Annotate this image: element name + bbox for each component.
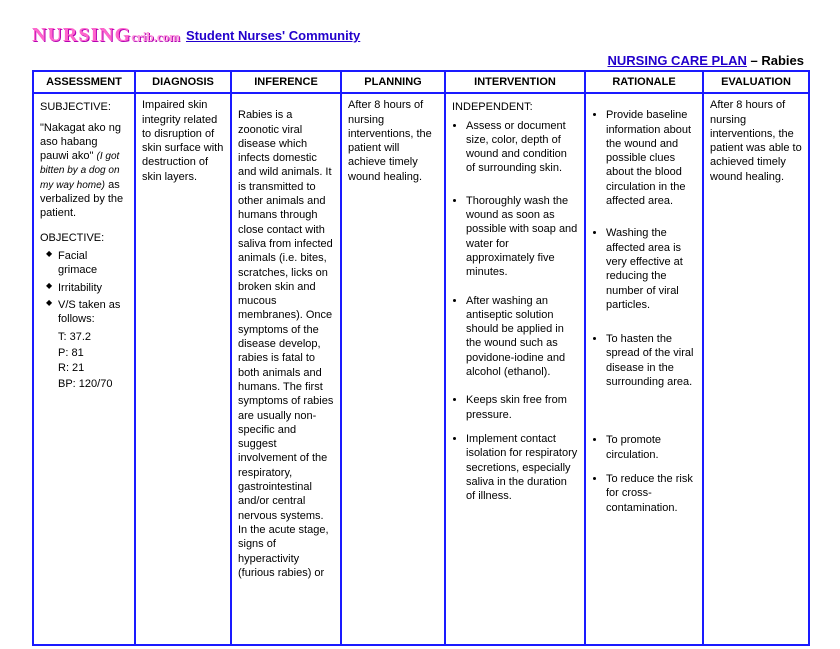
- rat-item: Provide baseline information about the w…: [606, 108, 696, 208]
- col-rationale: RATIONALE: [585, 71, 703, 93]
- page: NURSINGcrib.com Student Nurses' Communit…: [0, 0, 840, 649]
- cell-inference: Rabies is a zoonotic viral disease which…: [231, 93, 341, 645]
- cell-rationale: Provide baseline information about the w…: [585, 93, 703, 645]
- header-row: ASSESSMENT DIAGNOSIS INFERENCE PLANNING …: [33, 71, 809, 93]
- cell-intervention: INDEPENDENT: Assess or document size, co…: [445, 93, 585, 645]
- rat-item: Washing the affected area is very effect…: [606, 226, 696, 312]
- vital-p: P: 81: [58, 346, 128, 361]
- col-evaluation: EVALUATION: [703, 71, 809, 93]
- intv-item: Keeps skin free from pressure.: [466, 393, 578, 422]
- evaluation-text: After 8 hours of nursing interventions, …: [710, 98, 802, 184]
- header-bar: NURSINGcrib.com Student Nurses' Communit…: [32, 24, 808, 47]
- col-intervention: INTERVENTION: [445, 71, 585, 93]
- subjective-text: "Nakagat ako ng aso habang pauwi ako" (I…: [40, 121, 128, 221]
- logo-main: NURSING: [32, 24, 131, 46]
- cell-evaluation: After 8 hours of nursing interventions, …: [703, 93, 809, 645]
- ncp-suffix: – Rabies: [747, 53, 804, 68]
- body-row: SUBJECTIVE: "Nakagat ako ng aso habang p…: [33, 93, 809, 645]
- cell-planning: After 8 hours of nursing interventions, …: [341, 93, 445, 645]
- intv-item: Implement contact isolation for respirat…: [466, 432, 578, 503]
- vital-bp: BP: 120/70: [58, 377, 128, 392]
- col-diagnosis: DIAGNOSIS: [135, 71, 231, 93]
- community-link[interactable]: Student Nurses' Community: [186, 28, 360, 43]
- vitals: T: 37.2 P: 81 R: 21 BP: 120/70: [58, 330, 128, 392]
- obj-item: Irritability: [46, 281, 128, 295]
- site-logo: NURSINGcrib.com: [32, 24, 180, 47]
- ncp-link[interactable]: NURSING CARE PLAN: [608, 53, 747, 68]
- cell-assessment: SUBJECTIVE: "Nakagat ako ng aso habang p…: [33, 93, 135, 645]
- intervention-list: Assess or document size, color, depth of…: [466, 119, 578, 504]
- cell-diagnosis: Impaired skin integrity related to disru…: [135, 93, 231, 645]
- intv-item: After washing an antiseptic solution sho…: [466, 294, 578, 380]
- planning-text: After 8 hours of nursing interventions, …: [348, 98, 438, 184]
- inference-text: Rabies is a zoonotic viral disease which…: [238, 108, 334, 580]
- col-planning: PLANNING: [341, 71, 445, 93]
- care-plan-table: ASSESSMENT DIAGNOSIS INFERENCE PLANNING …: [32, 70, 810, 646]
- intv-item: Assess or document size, color, depth of…: [466, 119, 578, 176]
- vital-r: R: 21: [58, 361, 128, 376]
- col-inference: INFERENCE: [231, 71, 341, 93]
- obj-item: V/S taken as follows:: [46, 298, 128, 327]
- obj-item: Facial grimace: [46, 249, 128, 278]
- objective-label: OBJECTIVE:: [40, 231, 128, 245]
- diagnosis-text: Impaired skin integrity related to disru…: [142, 98, 224, 184]
- rationale-list: Provide baseline information about the w…: [606, 108, 696, 515]
- objective-list: Facial grimace Irritability V/S taken as…: [46, 249, 128, 326]
- subjective-label: SUBJECTIVE:: [40, 100, 128, 114]
- intv-item: Thoroughly wash the wound as soon as pos…: [466, 194, 578, 280]
- vital-t: T: 37.2: [58, 330, 128, 345]
- rat-item: To hasten the spread of the viral diseas…: [606, 332, 696, 389]
- col-assessment: ASSESSMENT: [33, 71, 135, 93]
- logo-sub: crib.com: [131, 29, 180, 44]
- independent-label: INDEPENDENT:: [452, 100, 578, 114]
- rat-item: To promote circulation.: [606, 433, 696, 462]
- rat-item: To reduce the risk for cross-contaminati…: [606, 472, 696, 515]
- doc-title: NURSING CARE PLAN – Rabies: [32, 53, 804, 68]
